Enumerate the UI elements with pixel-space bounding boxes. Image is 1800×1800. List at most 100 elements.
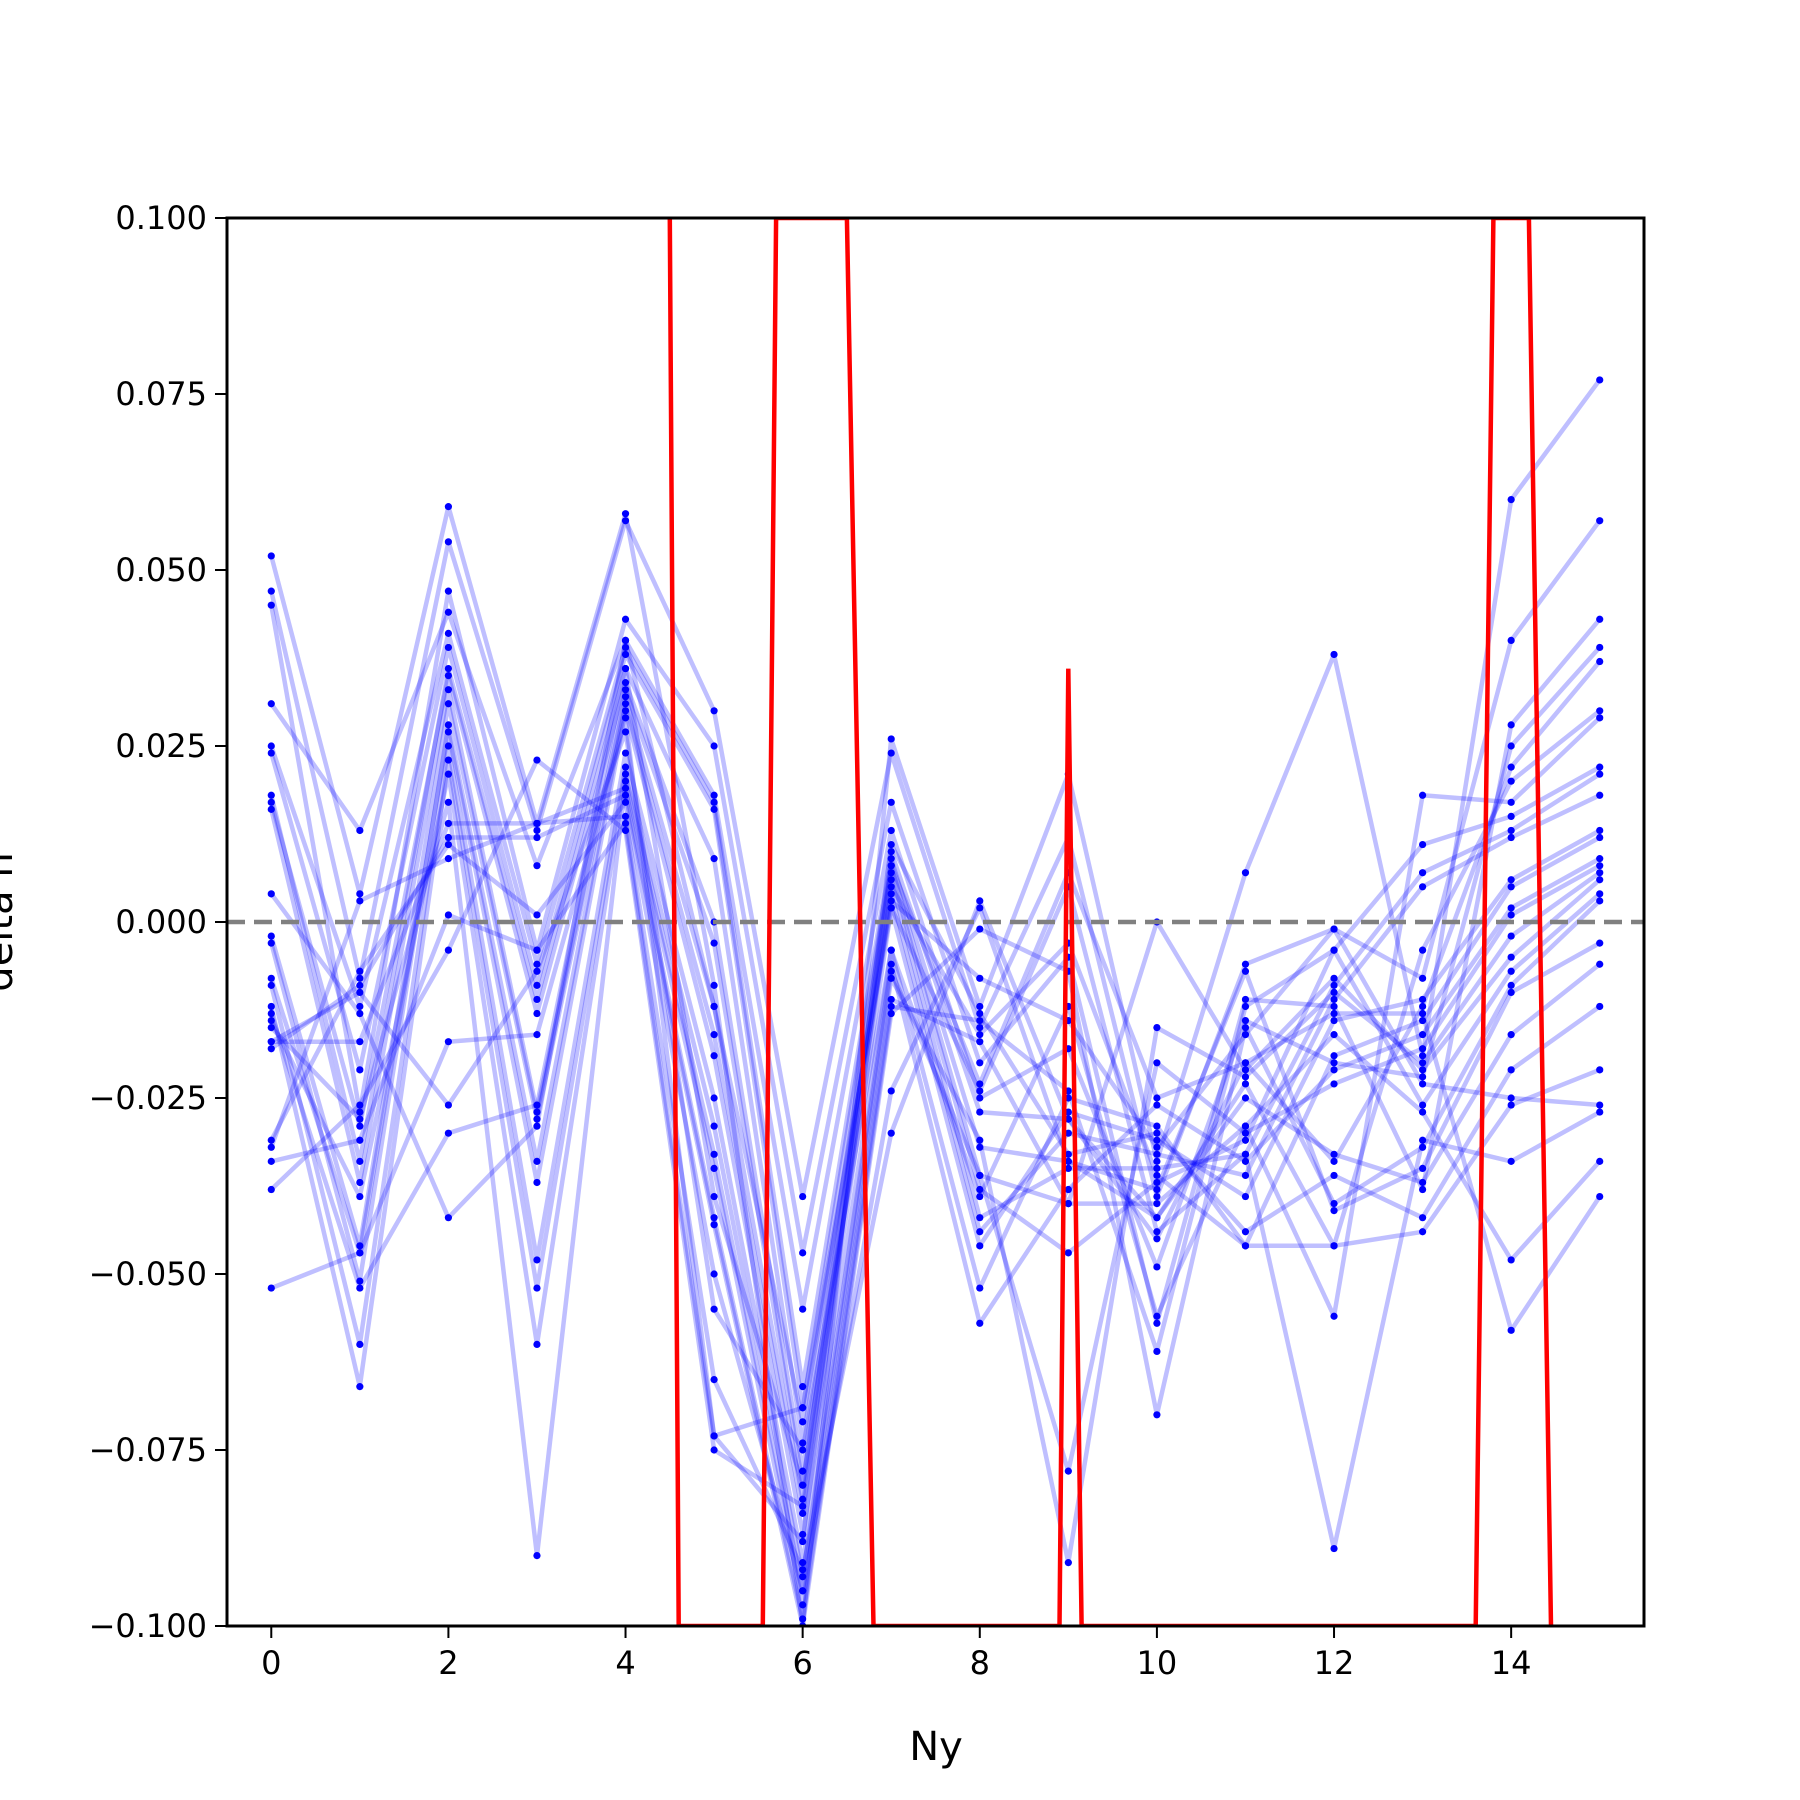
- data-point-18-1: [356, 981, 364, 989]
- data-point-11-11: [1241, 1192, 1250, 1201]
- data-point-5-5: [710, 798, 718, 806]
- data-point-11-4: [621, 700, 630, 708]
- data-point-16-5: [710, 1164, 718, 1172]
- data-point-12-8: [976, 1284, 984, 1292]
- series-layer: [267, 376, 1604, 1626]
- data-point-21-9: [1064, 1150, 1072, 1158]
- data-point-24-13: [1418, 1108, 1427, 1116]
- data-point-20-5: [710, 1376, 718, 1384]
- data-point-9-2: [444, 686, 453, 694]
- data-point-18-10: [1153, 1411, 1161, 1419]
- data-point-26-12: [1330, 925, 1338, 933]
- data-point-17-7: [887, 1002, 895, 1011]
- data-point-8-11: [1241, 1136, 1250, 1144]
- data-point-4-5: [710, 791, 718, 799]
- data-point-26-2: [444, 1214, 453, 1222]
- series-line-18: [269, 793, 1602, 1626]
- data-point-2-1: [356, 974, 364, 982]
- x-tick-label-4: 4: [615, 1644, 635, 1682]
- data-point-25-2: [444, 1129, 453, 1137]
- data-point-20-3: [533, 819, 541, 828]
- data-point-4-15: [1596, 643, 1604, 652]
- data-point-1-14: [1507, 496, 1515, 504]
- data-point-15-5: [710, 1150, 718, 1158]
- data-point-14-6: [799, 1573, 807, 1581]
- data-point-24-1: [356, 988, 364, 997]
- data-point-5-10: [1153, 1235, 1161, 1243]
- data-point-15-13: [1418, 1059, 1427, 1067]
- data-point-24-14: [1507, 1256, 1515, 1264]
- series-line-25: [269, 666, 1602, 1488]
- data-point-24-11: [1241, 1122, 1250, 1130]
- data-point-11-9: [1064, 1108, 1072, 1116]
- data-point-16-9: [1064, 1200, 1072, 1208]
- data-point-14-3: [533, 1284, 541, 1292]
- data-point-15-12: [1330, 988, 1338, 997]
- data-point-10-9: [1064, 1129, 1072, 1137]
- data-point-22-7: [887, 883, 895, 891]
- data-point-23-10: [1153, 1228, 1161, 1236]
- series-line-17: [271, 785, 1602, 1622]
- data-point-2-7: [887, 749, 895, 757]
- data-point-3-7: [887, 798, 895, 806]
- data-point-18-8: [976, 925, 984, 933]
- data-point-6-15: [1596, 707, 1604, 715]
- data-point-11-1: [356, 1277, 364, 1285]
- data-point-7-10: [1153, 1200, 1161, 1208]
- series-line-23: [270, 715, 1601, 1551]
- data-point-22-6: [799, 1502, 807, 1510]
- data-point-14-15: [1596, 862, 1604, 870]
- data-point-10-7: [887, 890, 895, 898]
- data-point-21-1: [356, 1136, 364, 1144]
- data-point-20-2: [444, 855, 453, 863]
- data-point-14-0: [267, 1002, 275, 1011]
- data-point-17-5: [710, 1214, 718, 1222]
- data-point-3-15: [1596, 615, 1604, 623]
- data-point-5-14: [1507, 763, 1515, 771]
- data-point-22-4: [621, 826, 630, 835]
- data-point-20-9: [1064, 1115, 1072, 1123]
- data-point-20-13: [1418, 1178, 1427, 1187]
- data-point-22-11: [1241, 1242, 1250, 1250]
- data-point-14-2: [444, 756, 453, 764]
- data-point-25-3: [533, 1101, 541, 1109]
- data-point-19-0: [267, 1136, 275, 1144]
- data-point-5-13: [1418, 1002, 1427, 1011]
- data-point-12-10: [1153, 1122, 1161, 1130]
- data-point-10-6: [799, 1495, 807, 1503]
- data-point-10-1: [356, 1242, 364, 1250]
- data-point-23-13: [1418, 1136, 1427, 1144]
- data-point-4-13: [1418, 1073, 1427, 1081]
- data-point-2-15: [1596, 517, 1604, 525]
- data-point-7-2: [444, 664, 453, 673]
- plot-frame: [225, 216, 1646, 1628]
- data-point-26-10: [1153, 1143, 1161, 1151]
- data-point-16-7: [887, 995, 895, 1004]
- data-point-19-1: [356, 967, 364, 975]
- data-point-20-12: [1330, 1150, 1338, 1158]
- ticks-layer: 0 2 4 6 8 10 12 14 −0.100 −0.075 −0.050 −0.025 0.000…: [89, 199, 1532, 1682]
- x-tick-label-8: 8: [970, 1644, 990, 1682]
- data-point-17-12: [1330, 946, 1338, 954]
- data-point-7-6: [799, 1439, 807, 1447]
- data-point-15-9: [1064, 1559, 1072, 1567]
- data-point-24-5: [710, 1305, 718, 1313]
- data-point-25-6: [799, 1481, 807, 1489]
- series-line-7: [269, 666, 1602, 1446]
- data-point-2-5: [710, 707, 718, 715]
- y-tick-label-5: 0.025: [115, 727, 207, 765]
- data-point-13-10: [1153, 1101, 1161, 1109]
- data-point-19-11: [1241, 967, 1250, 975]
- data-point-11-10: [1153, 1136, 1161, 1144]
- data-point-4-0: [267, 700, 275, 708]
- data-point-13-8: [976, 1319, 984, 1327]
- data-point-12-15: [1596, 833, 1604, 842]
- data-point-26-14: [1507, 1094, 1515, 1102]
- data-point-7-13: [1418, 791, 1427, 799]
- data-point-21-4: [621, 819, 630, 828]
- data-point-6-4: [621, 650, 630, 659]
- data-point-6-7: [887, 855, 895, 863]
- data-point-4-1: [356, 826, 364, 835]
- data-point-1-0: [267, 552, 275, 560]
- data-point-9-13: [1418, 869, 1427, 877]
